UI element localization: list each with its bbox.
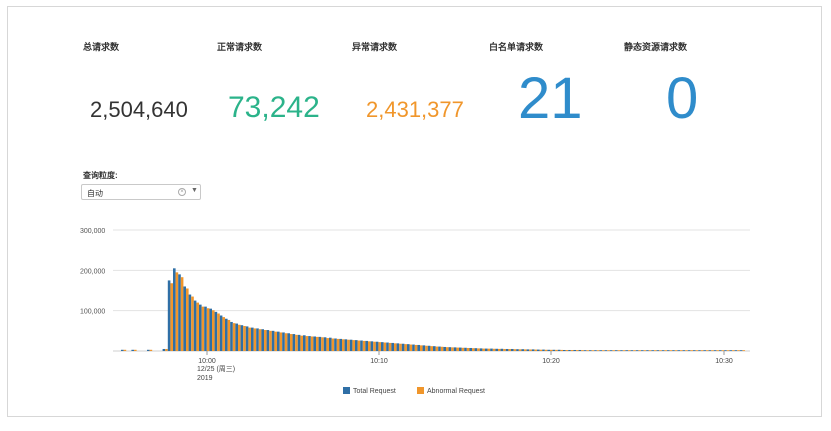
stat-whitelist-label: 白名单请求数 bbox=[489, 42, 544, 52]
stat-whitelist-value: 21 bbox=[518, 66, 583, 131]
caret-down-icon[interactable]: ▼ bbox=[191, 187, 198, 194]
stat-abnormal-value: 2,431,377 bbox=[366, 97, 464, 122]
stat-static-value: 0 bbox=[666, 66, 699, 131]
granularity-label: 查询粒度: bbox=[83, 171, 118, 180]
dashboard-panel bbox=[7, 6, 822, 417]
stat-abnormal-label: 异常请求数 bbox=[352, 42, 398, 52]
clear-circle-icon[interactable]: × bbox=[178, 188, 186, 196]
stat-static-label: 静态资源请求数 bbox=[624, 42, 688, 52]
granularity-select[interactable]: 自动 × ▼ bbox=[81, 184, 201, 200]
stat-normal-label: 正常请求数 bbox=[217, 42, 263, 52]
stat-normal-value: 73,242 bbox=[228, 91, 320, 124]
granularity-value: 自动 bbox=[87, 189, 103, 198]
stat-total-label: 总请求数 bbox=[83, 42, 120, 52]
stat-total-value: 2,504,640 bbox=[90, 97, 188, 122]
